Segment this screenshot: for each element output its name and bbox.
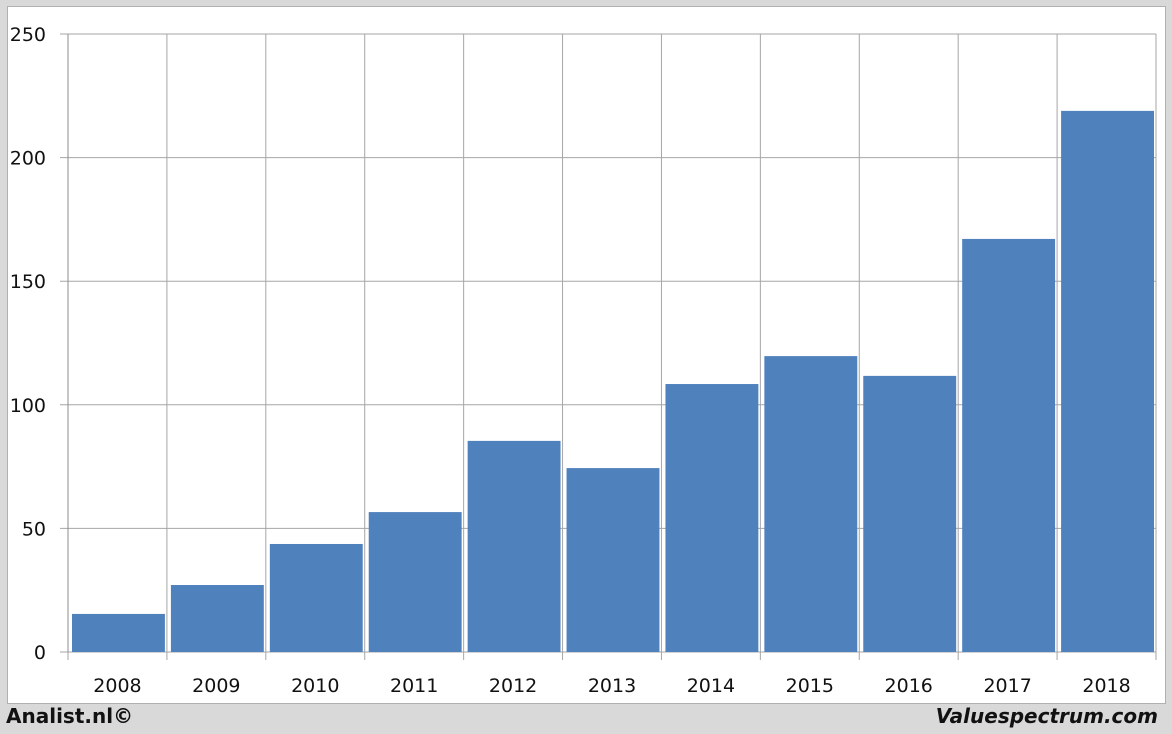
x-tick-label: 2012: [489, 675, 537, 697]
bar-2018: [1061, 110, 1154, 652]
bar-2013: [566, 468, 660, 652]
y-tick-label: 150: [10, 271, 46, 293]
x-tick-label: 2009: [192, 675, 240, 697]
y-tick-label: 50: [22, 518, 46, 540]
x-tick-label: 2014: [687, 675, 735, 697]
analist-watermark: Analist.nl©: [6, 704, 134, 728]
y-tick-label: 0: [34, 642, 46, 664]
x-tick-label: 2016: [885, 675, 933, 697]
x-tick-label: 2018: [1082, 675, 1130, 697]
bar-2014: [665, 384, 759, 652]
y-tick-label: 200: [10, 148, 46, 170]
valuespectrum-watermark: Valuespectrum.com: [935, 704, 1158, 728]
x-tick-label: 2008: [93, 675, 141, 697]
bar-2015: [764, 356, 858, 652]
x-tick-label: 2015: [786, 675, 834, 697]
bar-2017: [962, 238, 1056, 652]
bar-2012: [467, 440, 561, 652]
x-tick-label: 2013: [588, 675, 636, 697]
bar-2009: [170, 585, 264, 652]
x-tick-label: 2017: [983, 675, 1031, 697]
bar-2011: [368, 512, 462, 652]
bar-2016: [863, 375, 957, 652]
bar-2010: [269, 543, 363, 652]
y-tick-label: 100: [10, 395, 46, 417]
x-tick-label: 2011: [390, 675, 438, 697]
bar-2008: [72, 613, 165, 652]
y-tick-label: 250: [10, 24, 46, 46]
x-tick-label: 2010: [291, 675, 339, 697]
